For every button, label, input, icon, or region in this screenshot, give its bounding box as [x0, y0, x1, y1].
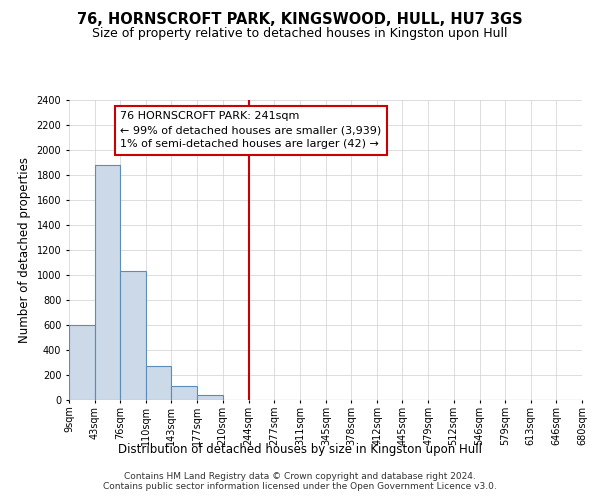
- Text: 76 HORNSCROFT PARK: 241sqm
← 99% of detached houses are smaller (3,939)
1% of se: 76 HORNSCROFT PARK: 241sqm ← 99% of deta…: [120, 112, 382, 149]
- Bar: [120, 270, 146, 400]
- Bar: [146, 366, 172, 400]
- Text: Size of property relative to detached houses in Kingston upon Hull: Size of property relative to detached ho…: [92, 28, 508, 40]
- Text: Contains public sector information licensed under the Open Government Licence v3: Contains public sector information licen…: [103, 482, 497, 491]
- Text: Distribution of detached houses by size in Kingston upon Hull: Distribution of detached houses by size …: [118, 442, 482, 456]
- Bar: [172, 386, 197, 400]
- Text: Contains HM Land Registry data © Crown copyright and database right 2024.: Contains HM Land Registry data © Crown c…: [124, 472, 476, 481]
- Bar: [69, 325, 95, 400]
- Bar: [197, 395, 223, 400]
- Y-axis label: Number of detached properties: Number of detached properties: [18, 157, 31, 343]
- Bar: [95, 165, 120, 400]
- Text: 76, HORNSCROFT PARK, KINGSWOOD, HULL, HU7 3GS: 76, HORNSCROFT PARK, KINGSWOOD, HULL, HU…: [77, 12, 523, 28]
